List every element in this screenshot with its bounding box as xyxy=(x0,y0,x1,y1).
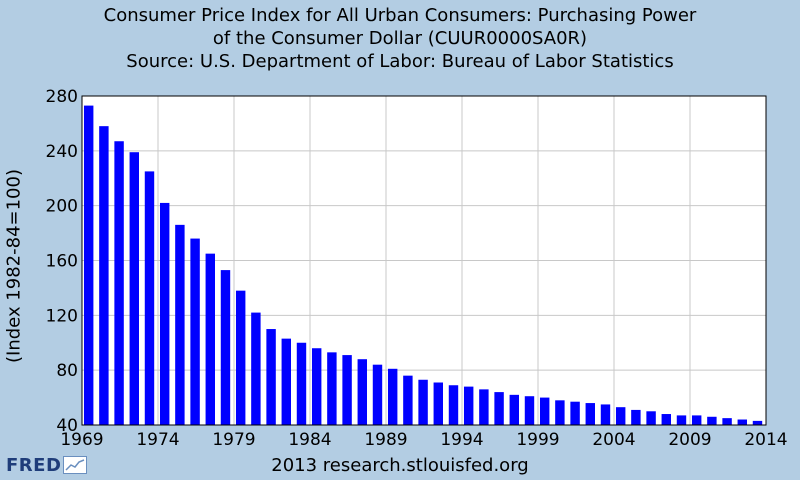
bar-1989 xyxy=(387,368,398,425)
bar-1980 xyxy=(251,312,261,425)
bar-2007 xyxy=(661,414,671,425)
bar-1969 xyxy=(83,105,94,426)
fred-logo-text: FRED xyxy=(6,454,62,476)
bar-1990 xyxy=(403,375,413,425)
bar-1972 xyxy=(129,152,139,425)
y-tick-label: 240 xyxy=(46,142,78,162)
y-tick-label: 160 xyxy=(46,252,78,272)
y-tick-label: 280 xyxy=(46,87,78,107)
bar-1996 xyxy=(494,392,504,425)
bar-1982 xyxy=(281,338,291,425)
bar-2011 xyxy=(722,418,732,425)
y-tick-label: 200 xyxy=(46,197,78,217)
bar-1994 xyxy=(463,386,474,425)
bar-1984 xyxy=(311,348,322,425)
bar-1971 xyxy=(114,141,124,426)
bar-1992 xyxy=(433,382,443,425)
bar-1981 xyxy=(266,329,276,425)
bar-1998 xyxy=(524,396,535,425)
bar-1974 xyxy=(159,202,170,425)
x-tick-label: 1979 xyxy=(212,430,255,450)
bar-2003 xyxy=(600,404,611,425)
x-tick-label: 1984 xyxy=(288,430,331,450)
fred-logo: FRED xyxy=(6,454,88,476)
chart-graph-icon xyxy=(63,456,88,474)
bar-1995 xyxy=(479,389,489,425)
bar-2006 xyxy=(646,411,656,425)
bar-2002 xyxy=(585,403,595,425)
x-tick-label: 2009 xyxy=(668,430,711,450)
x-tick-label: 1999 xyxy=(516,430,559,450)
chart-title-line-3: Source: U.S. Department of Labor: Bureau… xyxy=(126,51,674,72)
bar-1991 xyxy=(418,379,428,425)
bar-2009 xyxy=(691,415,702,425)
x-tick-label: 1969 xyxy=(60,430,103,450)
bar-2001 xyxy=(570,401,580,425)
chart-title-line-1: Consumer Price Index for All Urban Consu… xyxy=(103,5,697,26)
bar-2004 xyxy=(615,407,626,425)
bar-2010 xyxy=(707,416,717,425)
bar-1983 xyxy=(296,342,307,425)
y-tick-label: 80 xyxy=(56,361,78,381)
plot-frame xyxy=(81,95,767,426)
bar-1997 xyxy=(509,394,519,425)
x-tick-label: 2014 xyxy=(744,430,787,450)
x-tick-label: 1994 xyxy=(440,430,483,450)
bar-2013 xyxy=(752,420,763,425)
bar-1988 xyxy=(372,364,383,425)
bar-1999 xyxy=(539,397,550,425)
bar-2012 xyxy=(737,419,747,425)
y-tick-label: 120 xyxy=(46,306,78,326)
bar-1976 xyxy=(190,238,200,425)
bar-1986 xyxy=(342,355,352,425)
bar-2005 xyxy=(631,409,641,425)
y-tick-label: 40 xyxy=(56,416,78,436)
bar-1975 xyxy=(175,224,185,425)
chart-title: Consumer Price Index for All Urban Consu… xyxy=(0,4,800,73)
bar-1970 xyxy=(99,126,109,426)
bar-2000 xyxy=(555,400,565,425)
source-credit: 2013 research.stlouisfed.org xyxy=(271,455,529,476)
bar-1987 xyxy=(357,359,367,425)
x-tick-label: 1974 xyxy=(136,430,179,450)
bar-2008 xyxy=(676,415,687,425)
bar-1977 xyxy=(205,253,215,425)
y-axis-label: (Index 1982-84=100) xyxy=(3,169,25,363)
bar-1973 xyxy=(144,171,155,425)
bar-1979 xyxy=(235,290,246,425)
bar-1978 xyxy=(220,270,231,425)
x-tick-label: 1989 xyxy=(364,430,407,450)
bar-1985 xyxy=(327,352,337,425)
bar-1993 xyxy=(448,385,459,425)
chart-title-line-2: of the Consumer Dollar (CUUR0000SA0R) xyxy=(212,28,588,49)
x-tick-label: 2004 xyxy=(592,430,635,450)
